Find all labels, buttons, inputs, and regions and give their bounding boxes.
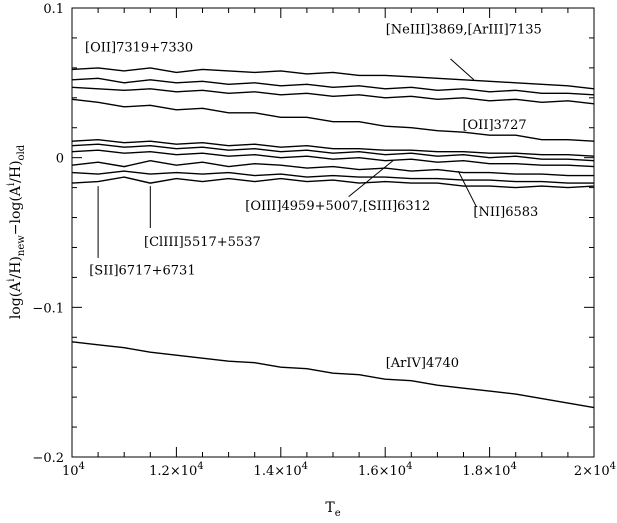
annotation-label: [OII]7319+7330 — [85, 40, 193, 55]
annotation-label: [NII]6583 — [473, 205, 538, 220]
series-line — [71, 138, 595, 157]
x-tick-label: 104 — [62, 461, 85, 479]
y-tick-label: −0.2 — [32, 451, 64, 466]
annotation-layer: [OII]7319+7330 [NeIII]3869,[ArIII]7135 [OI… — [85, 22, 542, 371]
y-tick-label: 0.1 — [43, 2, 64, 17]
annotation-label: [ArIV]4740 — [386, 356, 459, 371]
annotation-label: [OIII]4959+5007,[SIII]6312 — [245, 199, 430, 214]
annotation-label: [SII]6717+6731 — [89, 263, 195, 278]
annotation-label: [OII]3727 — [462, 118, 526, 133]
series-line — [71, 170, 594, 184]
ticks-layer: 104 1.2×104 1.4×104 1.6×104 1.8×104 2×104 0.1 0… — [32, 2, 616, 479]
annotation-label: [NeIII]3869,[ArIII]7135 — [386, 22, 542, 37]
x-tick-label: 1.2×104 — [149, 461, 203, 479]
series-line — [71, 77, 595, 96]
y-axis-title: log(Ai/H)new−log(Ai/H)old — [6, 144, 27, 319]
pointer-layer — [97, 58, 477, 258]
plot-frame — [71, 7, 595, 458]
series-line — [71, 98, 595, 142]
series-line — [71, 86, 595, 105]
annotation-pointer — [457, 170, 477, 208]
x-tick-label: 1.6×104 — [358, 461, 412, 479]
y-tick-label: 0 — [56, 152, 64, 167]
series-line — [71, 159, 594, 177]
annotation-label: [ClIII]5517+5537 — [144, 235, 261, 250]
series-line — [71, 149, 595, 168]
annotation-pointer — [450, 58, 475, 81]
x-tick-label: 1.8×104 — [462, 461, 516, 479]
x-tick-label: 1.4×104 — [254, 461, 308, 479]
x-axis-title: Te — [325, 500, 340, 519]
series-line — [71, 67, 595, 90]
y-tick-label: −0.1 — [32, 301, 64, 316]
series-line — [71, 143, 595, 162]
series-line — [71, 176, 595, 189]
annotation-pointer — [348, 160, 394, 197]
series-layer — [71, 67, 595, 409]
x-tick-label: 2×104 — [574, 461, 616, 479]
series-line — [71, 341, 595, 409]
